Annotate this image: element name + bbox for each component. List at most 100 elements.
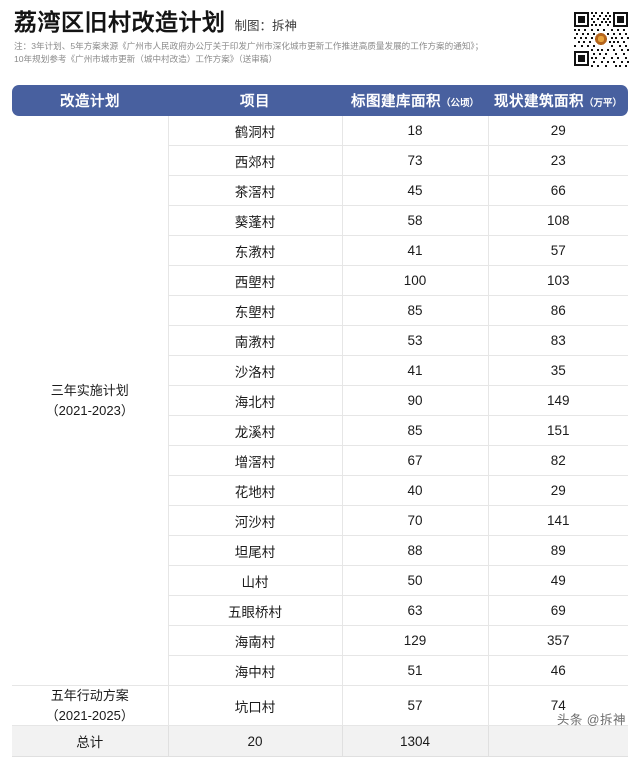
column-header-built-area-label: 现状建筑面积 — [493, 94, 584, 110]
title-row: 荔湾区旧村改造计划 制图：拆神 — [14, 10, 626, 34]
cell-built-area: 357 — [488, 625, 628, 656]
cell-mapped-area: 129 — [342, 625, 489, 656]
table-row: 龙溪村 85 151 — [12, 415, 628, 446]
group-label-cell: 三年实施计划 （2021-2023） — [12, 116, 169, 686]
table-row: 东塱村 85 86 — [12, 295, 628, 326]
cell-built-area: 151 — [488, 415, 628, 446]
cell-project: 鹤洞村 — [168, 116, 343, 146]
footnote-line-2: 10年规划参考《广州市城市更新（城中村改造）工作方案》（送审稿） — [14, 54, 278, 65]
cell-project: 山村 — [168, 565, 343, 596]
table-row: 花地村 40 29 — [12, 475, 628, 506]
cell-project: 海中村 — [168, 655, 343, 686]
cell-mapped-area: 85 — [342, 295, 489, 326]
column-header-plan-label: 改造计划 — [60, 94, 120, 110]
cell-project: 葵蓬村 — [168, 205, 343, 236]
cell-project: 五眼桥村 — [168, 595, 343, 626]
cell-built-area: 35 — [488, 355, 628, 386]
cell-mapped-area: 63 — [342, 595, 489, 626]
column-header-project-label: 项目 — [240, 94, 270, 110]
cell-project: 东漖村 — [168, 235, 343, 266]
group-name: 三年实施计划 — [50, 383, 129, 398]
cell-built-area: 29 — [488, 475, 628, 506]
column-header-mapped-area: 标图建库面积（公顷） — [342, 85, 488, 116]
table-row: 茶滘村 45 66 — [12, 175, 628, 206]
group-period: （2021-2023） — [45, 402, 134, 418]
table-header-row: 改造计划 项目 标图建库面积（公顷） 现状建筑面积（万平） — [12, 85, 628, 116]
footnote-line-1: 注：3年计划、5年方案来源《广州市人民政府办公厅关于印发广州市深化城市更新工作推… — [14, 41, 484, 52]
cell-project: 增滘村 — [168, 445, 343, 476]
cell-built-area: 89 — [488, 535, 628, 566]
table-row: 沙洛村 41 35 — [12, 355, 628, 386]
cell-built-area: 46 — [488, 655, 628, 686]
total-project-count: 20 — [168, 725, 343, 757]
cell-project: 茶滘村 — [168, 175, 343, 206]
table-row: 五眼桥村 63 69 — [12, 595, 628, 626]
column-header-plan: 改造计划 — [12, 85, 168, 116]
credit-label: 制图：拆神 — [234, 19, 298, 33]
cell-built-area: 103 — [488, 265, 628, 296]
cell-built-area: 69 — [488, 595, 628, 626]
footnote-block: 注：3年计划、5年方案来源《广州市人民政府办公厅关于印发广州市深化城市更新工作推… — [14, 40, 562, 67]
cell-mapped-area: 50 — [342, 565, 489, 596]
total-built-area — [488, 725, 628, 757]
cell-project: 西郊村 — [168, 145, 343, 176]
cell-mapped-area: 45 — [342, 175, 489, 206]
column-header-project: 项目 — [168, 85, 342, 116]
cell-mapped-area: 100 — [342, 265, 489, 296]
cell-mapped-area: 18 — [342, 116, 489, 146]
cell-built-area: 149 — [488, 385, 628, 416]
cell-mapped-area: 70 — [342, 505, 489, 536]
cell-project: 海北村 — [168, 385, 343, 416]
cell-built-area: 49 — [488, 565, 628, 596]
cell-project: 坑口村 — [168, 685, 343, 726]
total-row: 总计 20 1304 — [12, 725, 628, 757]
group-period: （2021-2025） — [45, 707, 134, 723]
column-header-mapped-area-label: 标图建库面积 — [350, 94, 441, 110]
plan-table: 改造计划 项目 标图建库面积（公顷） 现状建筑面积（万平） 三年实施计划 （202… — [12, 85, 628, 757]
table-row: 海南村 129 357 — [12, 625, 628, 656]
table-row: 南漖村 53 83 — [12, 325, 628, 356]
cell-project: 西塱村 — [168, 265, 343, 296]
cell-built-area: 57 — [488, 235, 628, 266]
table-row: 河沙村 70 141 — [12, 505, 628, 536]
group-name: 五年行动方案 — [50, 688, 129, 703]
table-row: 海北村 90 149 — [12, 385, 628, 416]
cell-built-area: 83 — [488, 325, 628, 356]
cell-project: 花地村 — [168, 475, 343, 506]
cell-mapped-area: 88 — [342, 535, 489, 566]
table-row: 西郊村 73 23 — [12, 145, 628, 176]
qr-code-icon[interactable] — [570, 8, 632, 70]
total-label: 总计 — [12, 725, 169, 757]
cell-built-area: 141 — [488, 505, 628, 536]
table-row: 东漖村 41 57 — [12, 235, 628, 266]
cell-project: 沙洛村 — [168, 355, 343, 386]
cell-mapped-area: 73 — [342, 145, 489, 176]
cell-mapped-area: 53 — [342, 325, 489, 356]
group-label-cell: 五年行动方案 （2021-2025） — [12, 685, 169, 726]
column-header-mapped-area-unit: （公顷） — [440, 98, 479, 109]
column-header-built-area-unit: （万平） — [583, 98, 622, 109]
cell-project: 河沙村 — [168, 505, 343, 536]
table-row: 五年行动方案 （2021-2025） 坑口村 57 74 — [12, 685, 628, 726]
total-mapped-area: 1304 — [342, 725, 489, 757]
table-head: 改造计划 项目 标图建库面积（公顷） 现状建筑面积（万平） — [12, 85, 628, 116]
cell-project: 东塱村 — [168, 295, 343, 326]
table-row: 三年实施计划 （2021-2023） 鹤洞村 18 29 — [12, 116, 628, 686]
cell-mapped-area: 58 — [342, 205, 489, 236]
cell-mapped-area: 85 — [342, 415, 489, 446]
cell-built-area: 29 — [488, 116, 628, 146]
table-body: 三年实施计划 （2021-2023） 鹤洞村 18 29 西郊村 73 23 茶滘村 45 66 葵蓬… — [12, 116, 628, 757]
cell-built-area: 86 — [488, 295, 628, 326]
cell-mapped-area: 41 — [342, 235, 489, 266]
cell-project: 海南村 — [168, 625, 343, 656]
table-row: 山村 50 49 — [12, 565, 628, 596]
table-row: 坦尾村 88 89 — [12, 535, 628, 566]
cell-built-area: 23 — [488, 145, 628, 176]
cell-mapped-area: 57 — [342, 685, 489, 726]
page-header: 荔湾区旧村改造计划 制图：拆神 注：3年计划、5年方案来源《广州市人民政府办公厅… — [0, 0, 640, 72]
cell-built-area: 82 — [488, 445, 628, 476]
table-row: 增滘村 67 82 — [12, 445, 628, 476]
cell-built-area: 108 — [488, 205, 628, 236]
page-title: 荔湾区旧村改造计划 — [14, 9, 226, 35]
cell-built-area: 66 — [488, 175, 628, 206]
